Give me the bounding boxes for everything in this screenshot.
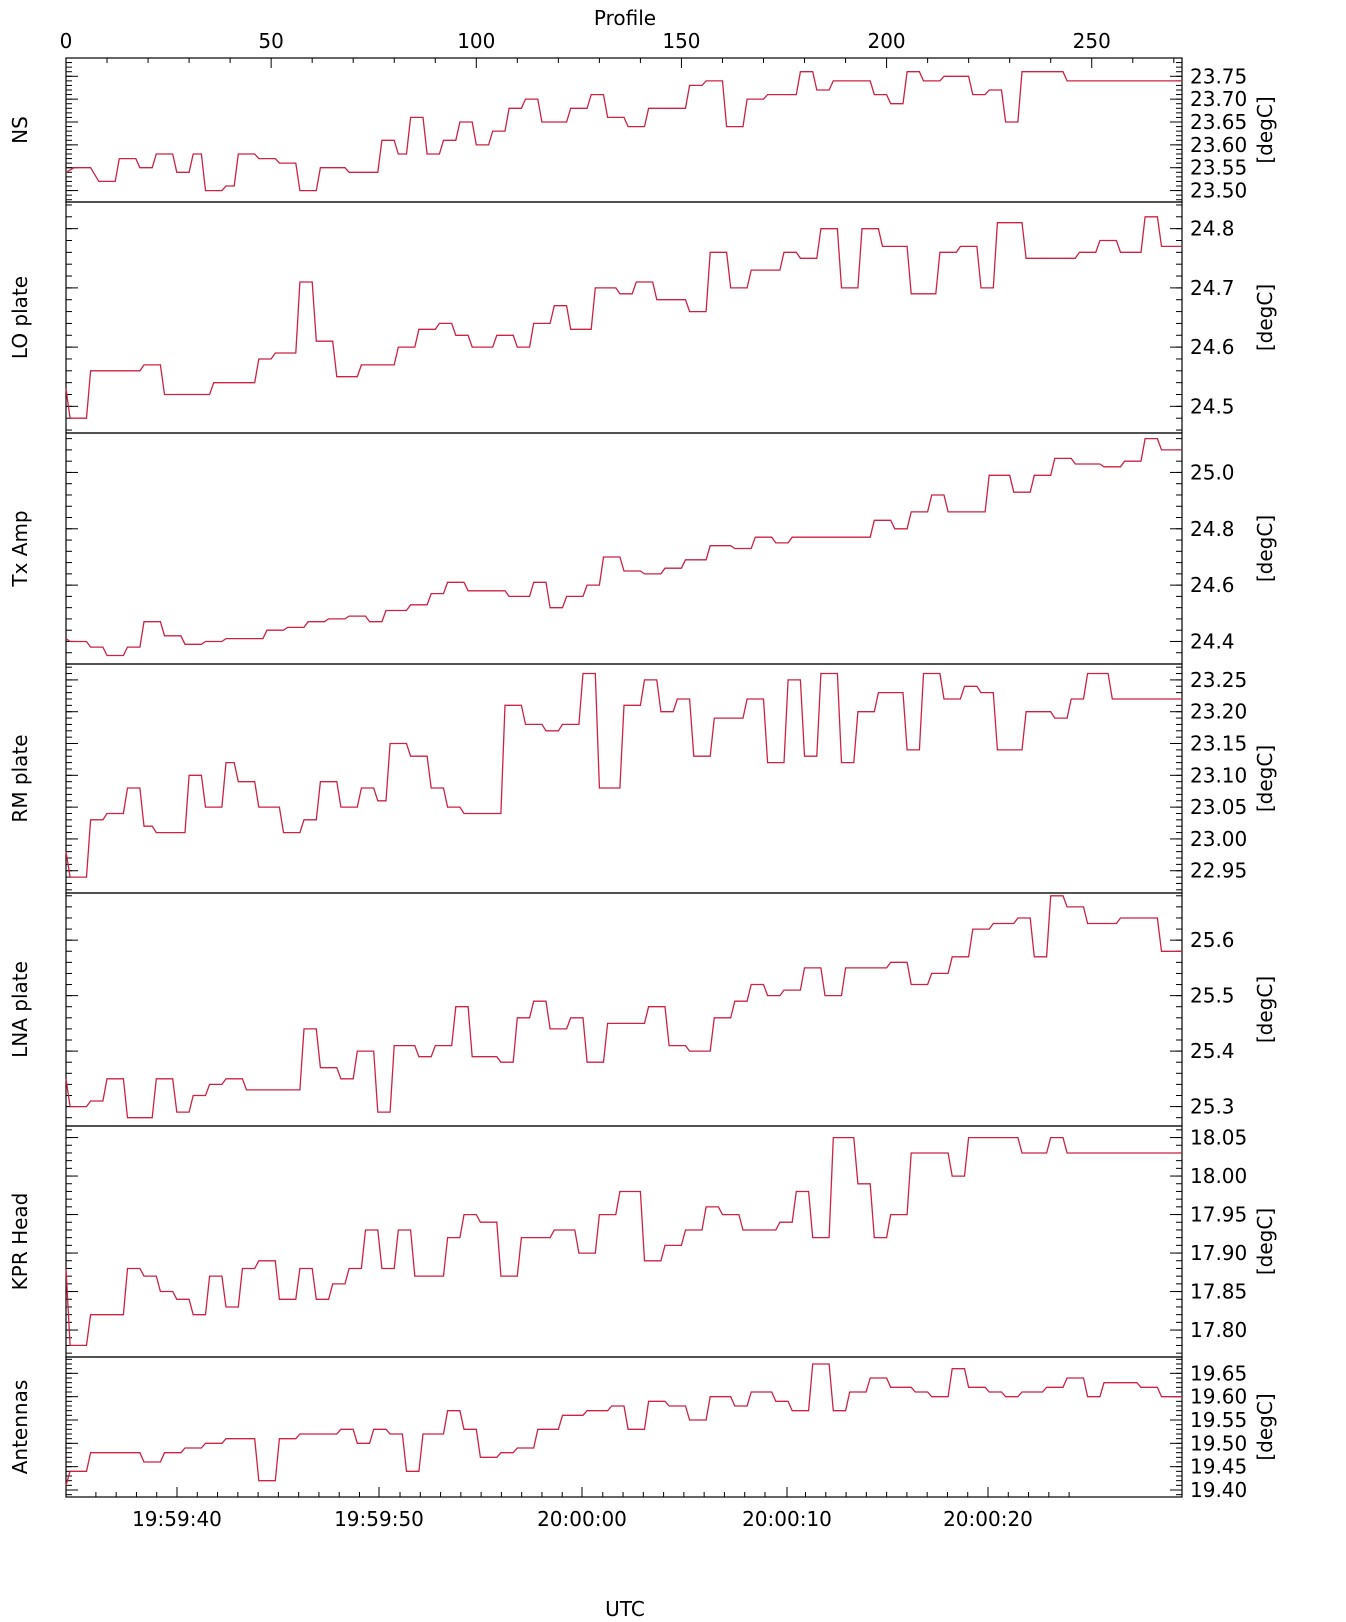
y-tick-label: 24.5 [1190,394,1235,418]
profile-tick-label: 50 [258,29,283,53]
y-tick-label: 17.85 [1190,1280,1247,1304]
panel-label: RM plate [8,734,32,822]
series-line [65,672,1182,878]
y-tick-label: 24.8 [1190,217,1235,241]
y-tick-label: 24.6 [1190,335,1235,359]
y-tick-label: 19.65 [1190,1361,1247,1385]
y-tick-label: 23.20 [1190,700,1247,724]
utc-tick-label: 20:00:00 [537,1507,627,1531]
top-axis-label: Profile [594,6,656,30]
panel-frame [65,892,1183,1127]
y-tick-label: 23.55 [1190,156,1247,180]
y-tick-label: 25.4 [1190,1039,1235,1063]
panel-label: NS [8,116,32,144]
panel-kpr-head: 17.80 17.85 17.90 17.95 18.00 18.05 KPR Head [d… [8,1125,1277,1358]
series-line [65,437,1182,657]
y-tick-label: 24.8 [1190,517,1235,541]
series-line [65,1136,1182,1347]
series-line [65,216,1182,419]
profile-tick-label: 200 [867,29,905,53]
profile-tick-label: 0 [60,29,73,53]
panel-frame [65,57,1183,203]
y-tick-label: 19.50 [1190,1431,1247,1455]
panel-label: LNA plate [8,961,32,1058]
panel-frame [65,1125,1183,1358]
y-tick-label: 19.55 [1190,1408,1247,1432]
bottom-axis-label: UTC [605,1597,645,1621]
panel-label: LO plate [8,276,32,359]
y-tick-label: 23.15 [1190,732,1247,756]
panel-rm-plate: 22.95 23.00 23.05 23.10 23.15 23.20 23.25 RM pl… [8,663,1277,894]
y-tick-label: 24.6 [1190,573,1235,597]
y-tick-label: 23.00 [1190,827,1247,851]
unit-label: [degC] [1253,1208,1277,1275]
panel-frame [65,663,1183,894]
y-tick-label: 23.75 [1190,64,1247,88]
y-tick-label: 25.0 [1190,460,1235,484]
profile-tick-label: 150 [662,29,700,53]
panel-frame [65,201,1183,434]
panel-lo-plate: 24.5 24.6 24.7 24.8 LO plate [degC] [8,201,1277,434]
y-tick-label: 19.45 [1190,1455,1247,1479]
y-tick-label: 23.25 [1190,668,1247,692]
utc-axis: 19:59:40 19:59:50 20:00:00 20:00:10 20:00:20 [95,1487,1070,1531]
y-tick-label: 19.40 [1190,1478,1247,1502]
profile-tick-label: 250 [1073,29,1111,53]
utc-tick-label: 20:00:20 [943,1507,1033,1531]
y-tick-label: 24.4 [1190,629,1235,653]
y-tick-label: 23.60 [1190,133,1247,157]
series-line [65,895,1182,1119]
utc-tick-label: 19:59:40 [132,1507,222,1531]
panel-label: KPR Head [8,1193,32,1291]
y-tick-label: 23.10 [1190,763,1247,787]
profile-tick-label: 100 [457,29,495,53]
y-tick-label: 24.7 [1190,276,1235,300]
y-tick-label: 18.00 [1190,1164,1247,1188]
y-tick-label: 17.80 [1190,1318,1247,1342]
y-tick-label: 25.6 [1190,928,1235,952]
panel-label: Antennas [8,1380,32,1475]
y-tick-label: 23.05 [1190,795,1247,819]
y-tick-label: 25.3 [1190,1095,1235,1119]
y-tick-label: 23.65 [1190,110,1247,134]
y-tick-label: 18.05 [1190,1126,1247,1150]
y-tick-label: 23.70 [1190,87,1247,111]
unit-label: [degC] [1253,1393,1277,1460]
panel-frame [65,432,1183,665]
panel-frame [65,1356,1183,1498]
panel-label: Tx Amp [8,510,32,587]
unit-label: [degC] [1253,284,1277,351]
unit-label: [degC] [1253,515,1277,582]
y-tick-label: 23.50 [1190,179,1247,203]
utc-tick-label: 19:59:50 [334,1507,424,1531]
profile-axis: 0 50 100 150 200 250 [60,29,1175,68]
y-tick-label: 17.95 [1190,1203,1247,1227]
panel-lna-plate: 25.3 25.4 25.5 25.6 LNA plate [degC] [8,892,1277,1127]
y-tick-label: 22.95 [1190,859,1247,883]
panel-tx-amp: 24.4 24.6 24.8 25.0 Tx Amp [degC] [8,432,1277,665]
unit-label: [degC] [1253,976,1277,1043]
unit-label: [degC] [1253,745,1277,812]
series-line [65,71,1182,192]
utc-tick-label: 20:00:10 [742,1507,832,1531]
y-tick-label: 19.60 [1190,1385,1247,1409]
series-line [65,1363,1182,1486]
y-tick-label: 17.90 [1190,1241,1247,1265]
y-tick-label: 25.5 [1190,984,1235,1008]
unit-label: [degC] [1253,96,1277,163]
